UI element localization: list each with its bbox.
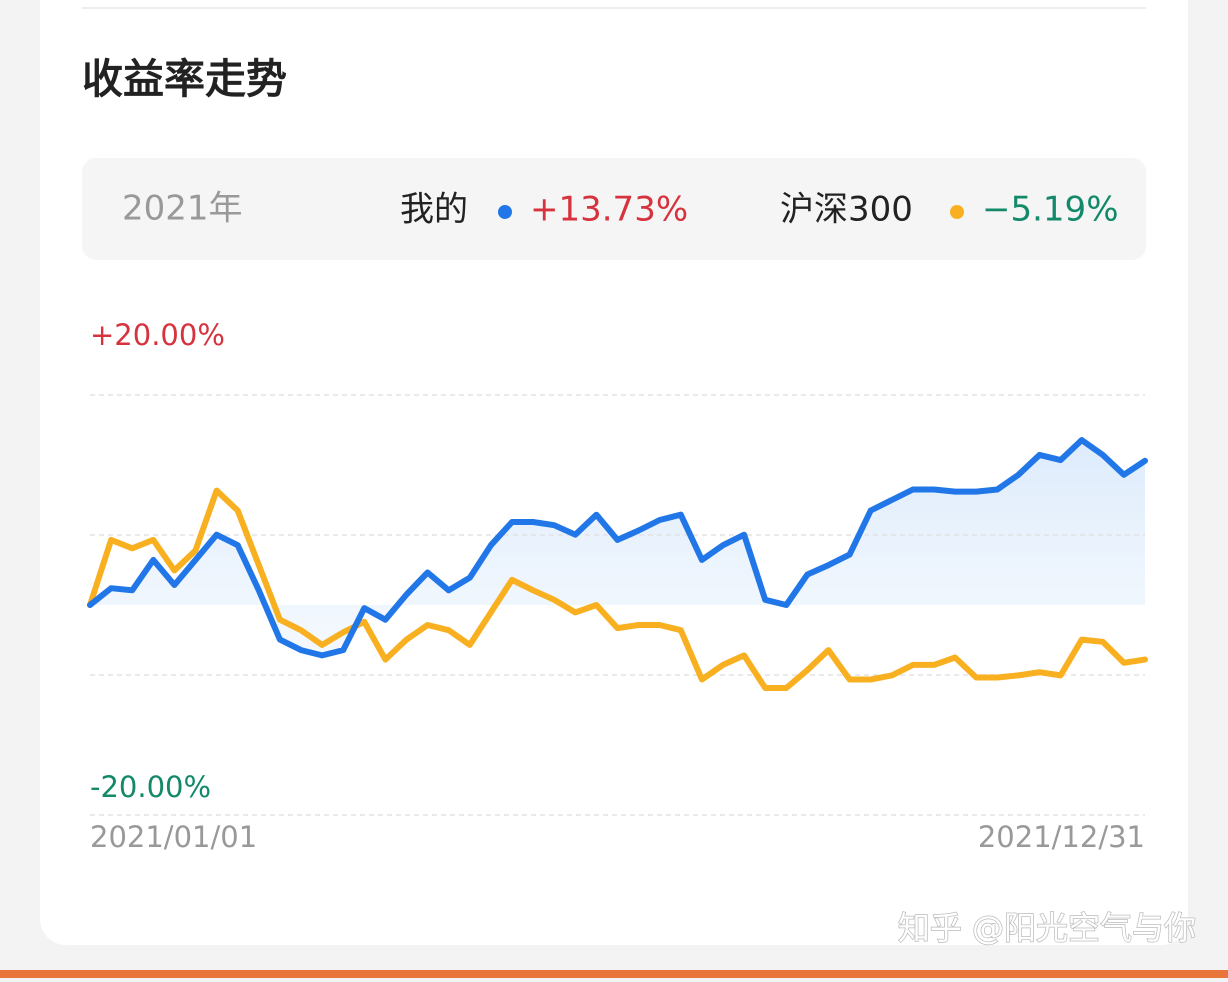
legend-label: 我的 bbox=[400, 190, 468, 230]
series-line bbox=[87, 487, 1148, 691]
legend-label: 沪深300 bbox=[780, 190, 913, 230]
x-tick-label: 2021/12/31 bbox=[978, 820, 1145, 854]
legend-dot bbox=[950, 205, 964, 219]
area-fill bbox=[90, 440, 1145, 656]
y-tick-label: -20.00% bbox=[90, 770, 211, 804]
y-tick-label: +20.00% bbox=[90, 318, 225, 352]
period: 2021年 bbox=[122, 189, 243, 229]
section-title: 收益率走势 bbox=[82, 55, 287, 103]
x-tick-label: 2021/01/01 bbox=[90, 820, 257, 854]
series-line bbox=[87, 437, 1148, 659]
plot: +20.00% -20.00% 2021/01/01 2021/12/31 bbox=[87, 318, 1148, 854]
legend-total: −5.19% bbox=[982, 190, 1119, 230]
watermark: 知乎 @阳光空气与你 bbox=[898, 909, 1196, 947]
legend-total: +13.73% bbox=[530, 190, 688, 230]
legend-dot bbox=[498, 205, 512, 219]
summary-box bbox=[82, 158, 1146, 260]
bottom-strip bbox=[0, 970, 1228, 978]
card bbox=[40, 0, 1188, 945]
legend: 我的 +13.73% 沪深300 −5.19% bbox=[400, 190, 1119, 230]
